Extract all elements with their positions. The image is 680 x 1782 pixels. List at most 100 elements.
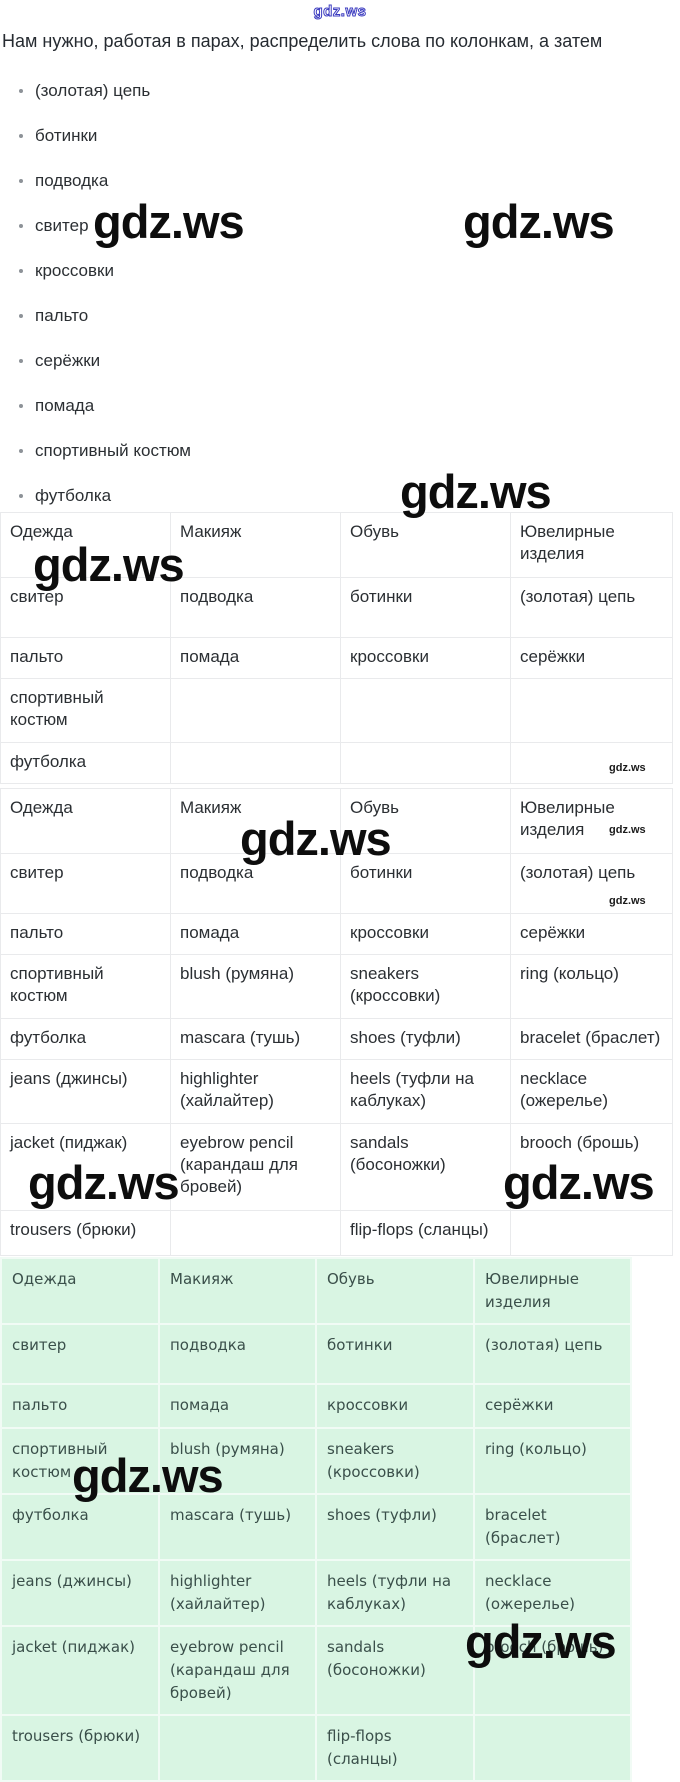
word-label: (золотая) цепь — [35, 80, 151, 100]
bullet-icon — [19, 223, 23, 228]
table-cell: ботинки — [340, 577, 511, 638]
table-cell: mascara (тушь) — [158, 1493, 317, 1561]
word-list-item: ботинки — [0, 113, 191, 158]
table-cell — [473, 1714, 632, 1782]
table-cell — [510, 1210, 673, 1256]
table-cell: sandals (босоножки) — [315, 1625, 475, 1716]
table-cell: помада — [158, 1383, 317, 1429]
table-cell: shoes (туфли) — [315, 1493, 475, 1561]
table-cell — [170, 742, 341, 784]
word-label: помада — [35, 395, 95, 415]
site-watermark: gdz.ws — [400, 465, 552, 518]
table-cell: sneakers (кроссовки) — [315, 1427, 475, 1495]
table-cell: brooch (брошь) — [473, 1625, 632, 1716]
bullet-icon — [19, 403, 23, 408]
table-row: jeans (джинсы) highlighter (хайлайтер) hee… — [0, 1059, 673, 1124]
task-description: Нам нужно, работая в парах, распределить… — [2, 31, 603, 51]
table-row: футболка mascara (тушь) shoes (туфли) brace… — [0, 1018, 673, 1060]
word-label: свитер — [35, 215, 89, 235]
table-header-row: Одежда Макияж Обувь Ювелирные изделия — [0, 788, 673, 854]
table-row: пальто помада кроссовки серёжки — [0, 1383, 632, 1429]
table-cell: (золотая) цепь — [510, 853, 673, 914]
column-header: Обувь — [340, 788, 511, 854]
word-label: серёжки — [35, 350, 101, 370]
word-list-item: футболка — [0, 473, 191, 518]
table-cell: помада — [170, 637, 341, 679]
word-list-item: пальто — [0, 293, 191, 338]
table-cell — [158, 1714, 317, 1782]
column-header: Макияж — [158, 1257, 317, 1325]
table-cell: подводка — [158, 1323, 317, 1385]
word-list: (золотая) цепь ботинки подводка свитер кросс… — [0, 68, 191, 518]
column-header: Ювелирные изделия — [510, 512, 673, 578]
table-header-row: Одежда Макияж Обувь Ювелирные изделия — [0, 512, 673, 578]
table-cell: подводка — [170, 853, 341, 914]
word-label: спортивный костюм — [35, 440, 191, 460]
table-cell: trousers (брюки) — [0, 1210, 171, 1256]
word-list-item: подводка — [0, 158, 191, 203]
column-header: Макияж — [170, 788, 341, 854]
table-cell: серёжки — [510, 913, 673, 955]
table-cell: (золотая) цепь — [510, 577, 673, 638]
table-cell: пальто — [0, 913, 171, 955]
table-cell: flip-flops (сланцы) — [315, 1714, 475, 1782]
table-row: trousers (брюки) flip-flops (сланцы) — [0, 1714, 632, 1782]
word-label: пальто — [35, 305, 89, 325]
table-cell: серёжки — [510, 637, 673, 679]
table-cell: свитер — [0, 853, 171, 914]
table-cell — [170, 678, 341, 743]
table-cell: свитер — [0, 577, 171, 638]
word-label: футболка — [35, 485, 112, 505]
column-header: Обувь — [340, 512, 511, 578]
table-cell: bracelet (браслет) — [510, 1018, 673, 1060]
table-header-row: Одежда Макияж Обувь Ювелирные изделия — [0, 1257, 632, 1325]
table-cell: mascara (тушь) — [170, 1018, 341, 1060]
table-cell: jacket (пиджак) — [0, 1123, 171, 1211]
table-cell: heels (туфли на каблуках) — [315, 1559, 475, 1627]
table-distribution-blank: Одежда Макияж Обувь Ювелирные изделия свите… — [0, 512, 673, 784]
column-header: Макияж — [170, 512, 341, 578]
table-cell: пальто — [0, 637, 171, 679]
table-cell: футболка — [0, 742, 171, 784]
column-header: Одежда — [0, 512, 171, 578]
table-cell — [340, 742, 511, 784]
bullet-icon — [19, 493, 23, 498]
table-row: trousers (брюки) flip-flops (сланцы) — [0, 1210, 673, 1256]
table-cell: ботинки — [340, 853, 511, 914]
table-cell: eyebrow pencil (карандаш для бровей) — [170, 1123, 341, 1211]
table-cell: спортивный костюм — [0, 1427, 160, 1495]
site-watermark-top: gdz.ws — [313, 3, 367, 21]
table-cell: футболка — [0, 1493, 160, 1561]
table-cell: пальто — [0, 1383, 160, 1429]
word-list-item: спортивный костюм — [0, 428, 191, 473]
table-cell: necklace (ожерелье) — [510, 1059, 673, 1124]
table-cell: heels (туфли на каблуках) — [340, 1059, 511, 1124]
table-cell: спортивный костюм — [0, 954, 171, 1019]
column-header: Обувь — [315, 1257, 475, 1325]
bullet-icon — [19, 88, 23, 93]
column-header: Одежда — [0, 1257, 160, 1325]
table-cell: sneakers (кроссовки) — [340, 954, 511, 1019]
table-row: спортивный костюм — [0, 678, 673, 743]
word-list-item: кроссовки — [0, 248, 191, 293]
table-cell: ring (кольцо) — [510, 954, 673, 1019]
word-list-item: помада — [0, 383, 191, 428]
table-row: свитер подводка ботинки (золотая) цепь — [0, 853, 673, 914]
table-cell: sandals (босоножки) — [340, 1123, 511, 1211]
bullet-icon — [19, 448, 23, 453]
table-cell: кроссовки — [315, 1383, 475, 1429]
word-list-item: (золотая) цепь — [0, 68, 191, 113]
table-cell: highlighter (хайлайтер) — [170, 1059, 341, 1124]
table-cell: ring (кольцо) — [473, 1427, 632, 1495]
table-cell: свитер — [0, 1323, 160, 1385]
word-label: кроссовки — [35, 260, 114, 280]
table-cell: highlighter (хайлайтер) — [158, 1559, 317, 1627]
bullet-icon — [19, 358, 23, 363]
table-cell: flip-flops (сланцы) — [340, 1210, 511, 1256]
table-cell: bracelet (браслет) — [473, 1493, 632, 1561]
table-row: пальто помада кроссовки серёжки — [0, 637, 673, 679]
column-header: Ювелирные изделия — [473, 1257, 632, 1325]
table-row: jacket (пиджак) eyebrow pencil (карандаш … — [0, 1123, 673, 1211]
table-cell — [340, 678, 511, 743]
page: gdz.ws Нам нужно, работая в парах, распр… — [0, 3, 673, 1782]
